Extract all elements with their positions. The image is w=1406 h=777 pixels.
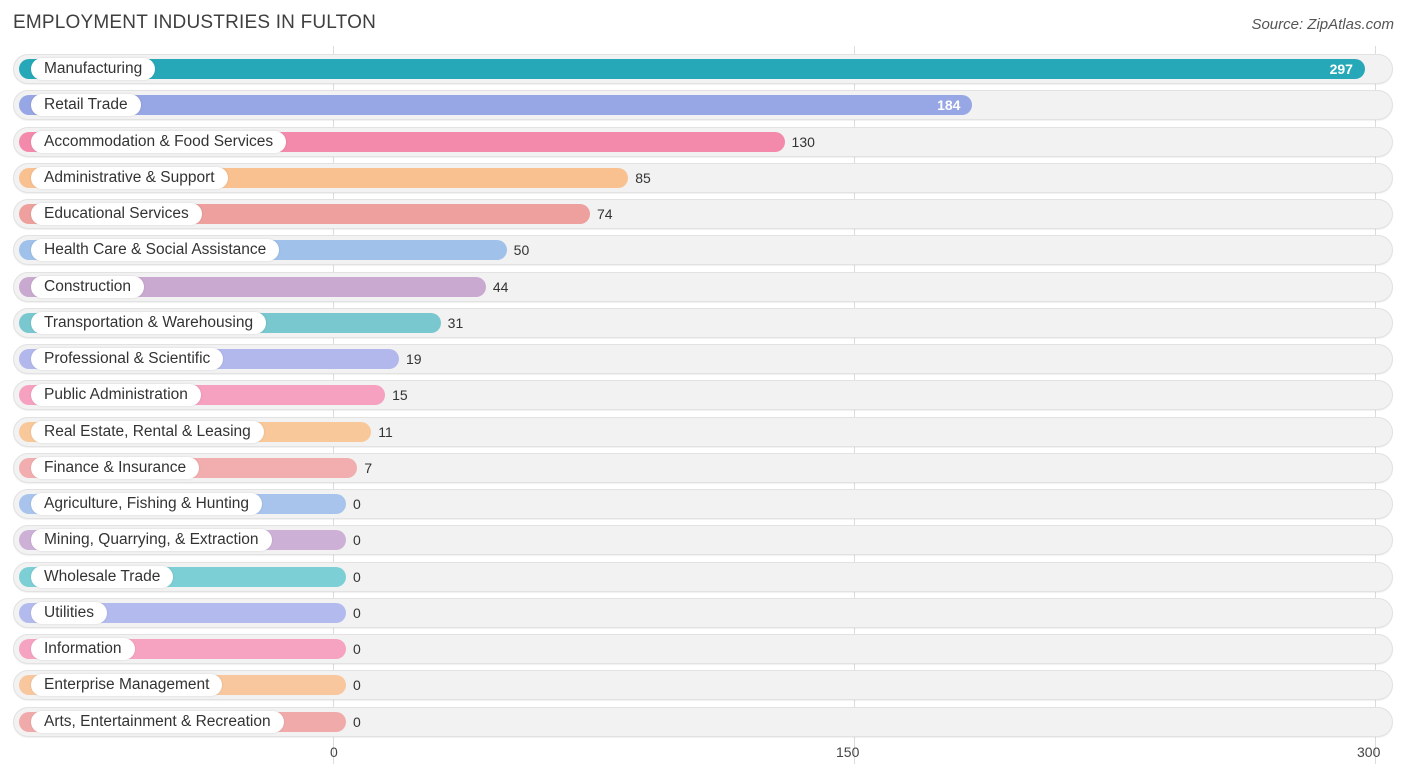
- chart-title: EMPLOYMENT INDUSTRIES IN FULTON: [13, 12, 377, 33]
- category-label: Administrative & Support: [31, 166, 228, 189]
- category-label: Utilities: [31, 601, 107, 624]
- x-tick-label: 150: [836, 744, 860, 760]
- value-label: 31: [447, 314, 464, 331]
- category-label: Manufacturing: [31, 58, 156, 80]
- value-label: 44: [492, 278, 509, 295]
- bar[interactable]: [19, 59, 1365, 79]
- value-label: 74: [597, 206, 613, 222]
- value-label: 184: [937, 97, 961, 114]
- value-label: 297: [1329, 61, 1353, 77]
- category-label: Mining, Quarrying, & Extraction: [31, 529, 272, 552]
- category-label: Transportation & Warehousing: [31, 311, 267, 334]
- value-label: 0: [353, 641, 361, 657]
- category-label: Real Estate, Rental & Leasing: [31, 420, 264, 443]
- value-label: 50: [513, 242, 530, 259]
- value-label: 19: [405, 351, 422, 367]
- category-label: Finance & Insurance: [31, 456, 200, 479]
- value-label: 7: [364, 459, 373, 476]
- category-label: Information: [31, 638, 135, 660]
- category-label: Educational Services: [31, 203, 202, 225]
- value-label: 130: [791, 133, 815, 150]
- value-label: 0: [353, 604, 361, 621]
- x-tick-label: 300: [1357, 744, 1381, 760]
- category-label: Retail Trade: [31, 94, 141, 117]
- category-label: Health Care & Social Assistance: [31, 239, 280, 262]
- x-tick-label: 0: [330, 744, 338, 760]
- category-label: Enterprise Management: [31, 674, 223, 697]
- value-label: 85: [635, 169, 651, 186]
- value-label: 15: [392, 387, 408, 404]
- value-label: 0: [353, 568, 361, 585]
- category-label: Arts, Entertainment & Recreation: [31, 710, 284, 733]
- value-label: 11: [378, 423, 393, 440]
- category-label: Public Administration: [31, 384, 201, 407]
- category-label: Wholesale Trade: [31, 565, 174, 588]
- bar[interactable]: [19, 95, 973, 116]
- value-label: 0: [353, 677, 361, 694]
- category-label: Professional & Scientific: [31, 348, 224, 370]
- source-credit: Source: ZipAtlas.com: [1251, 16, 1394, 33]
- category-label: Construction: [31, 275, 145, 298]
- category-label: Accommodation & Food Services: [31, 130, 287, 153]
- value-label: 0: [353, 713, 361, 730]
- category-label: Agriculture, Fishing & Hunting: [31, 493, 263, 515]
- value-label: 0: [353, 532, 361, 549]
- value-label: 0: [353, 496, 361, 512]
